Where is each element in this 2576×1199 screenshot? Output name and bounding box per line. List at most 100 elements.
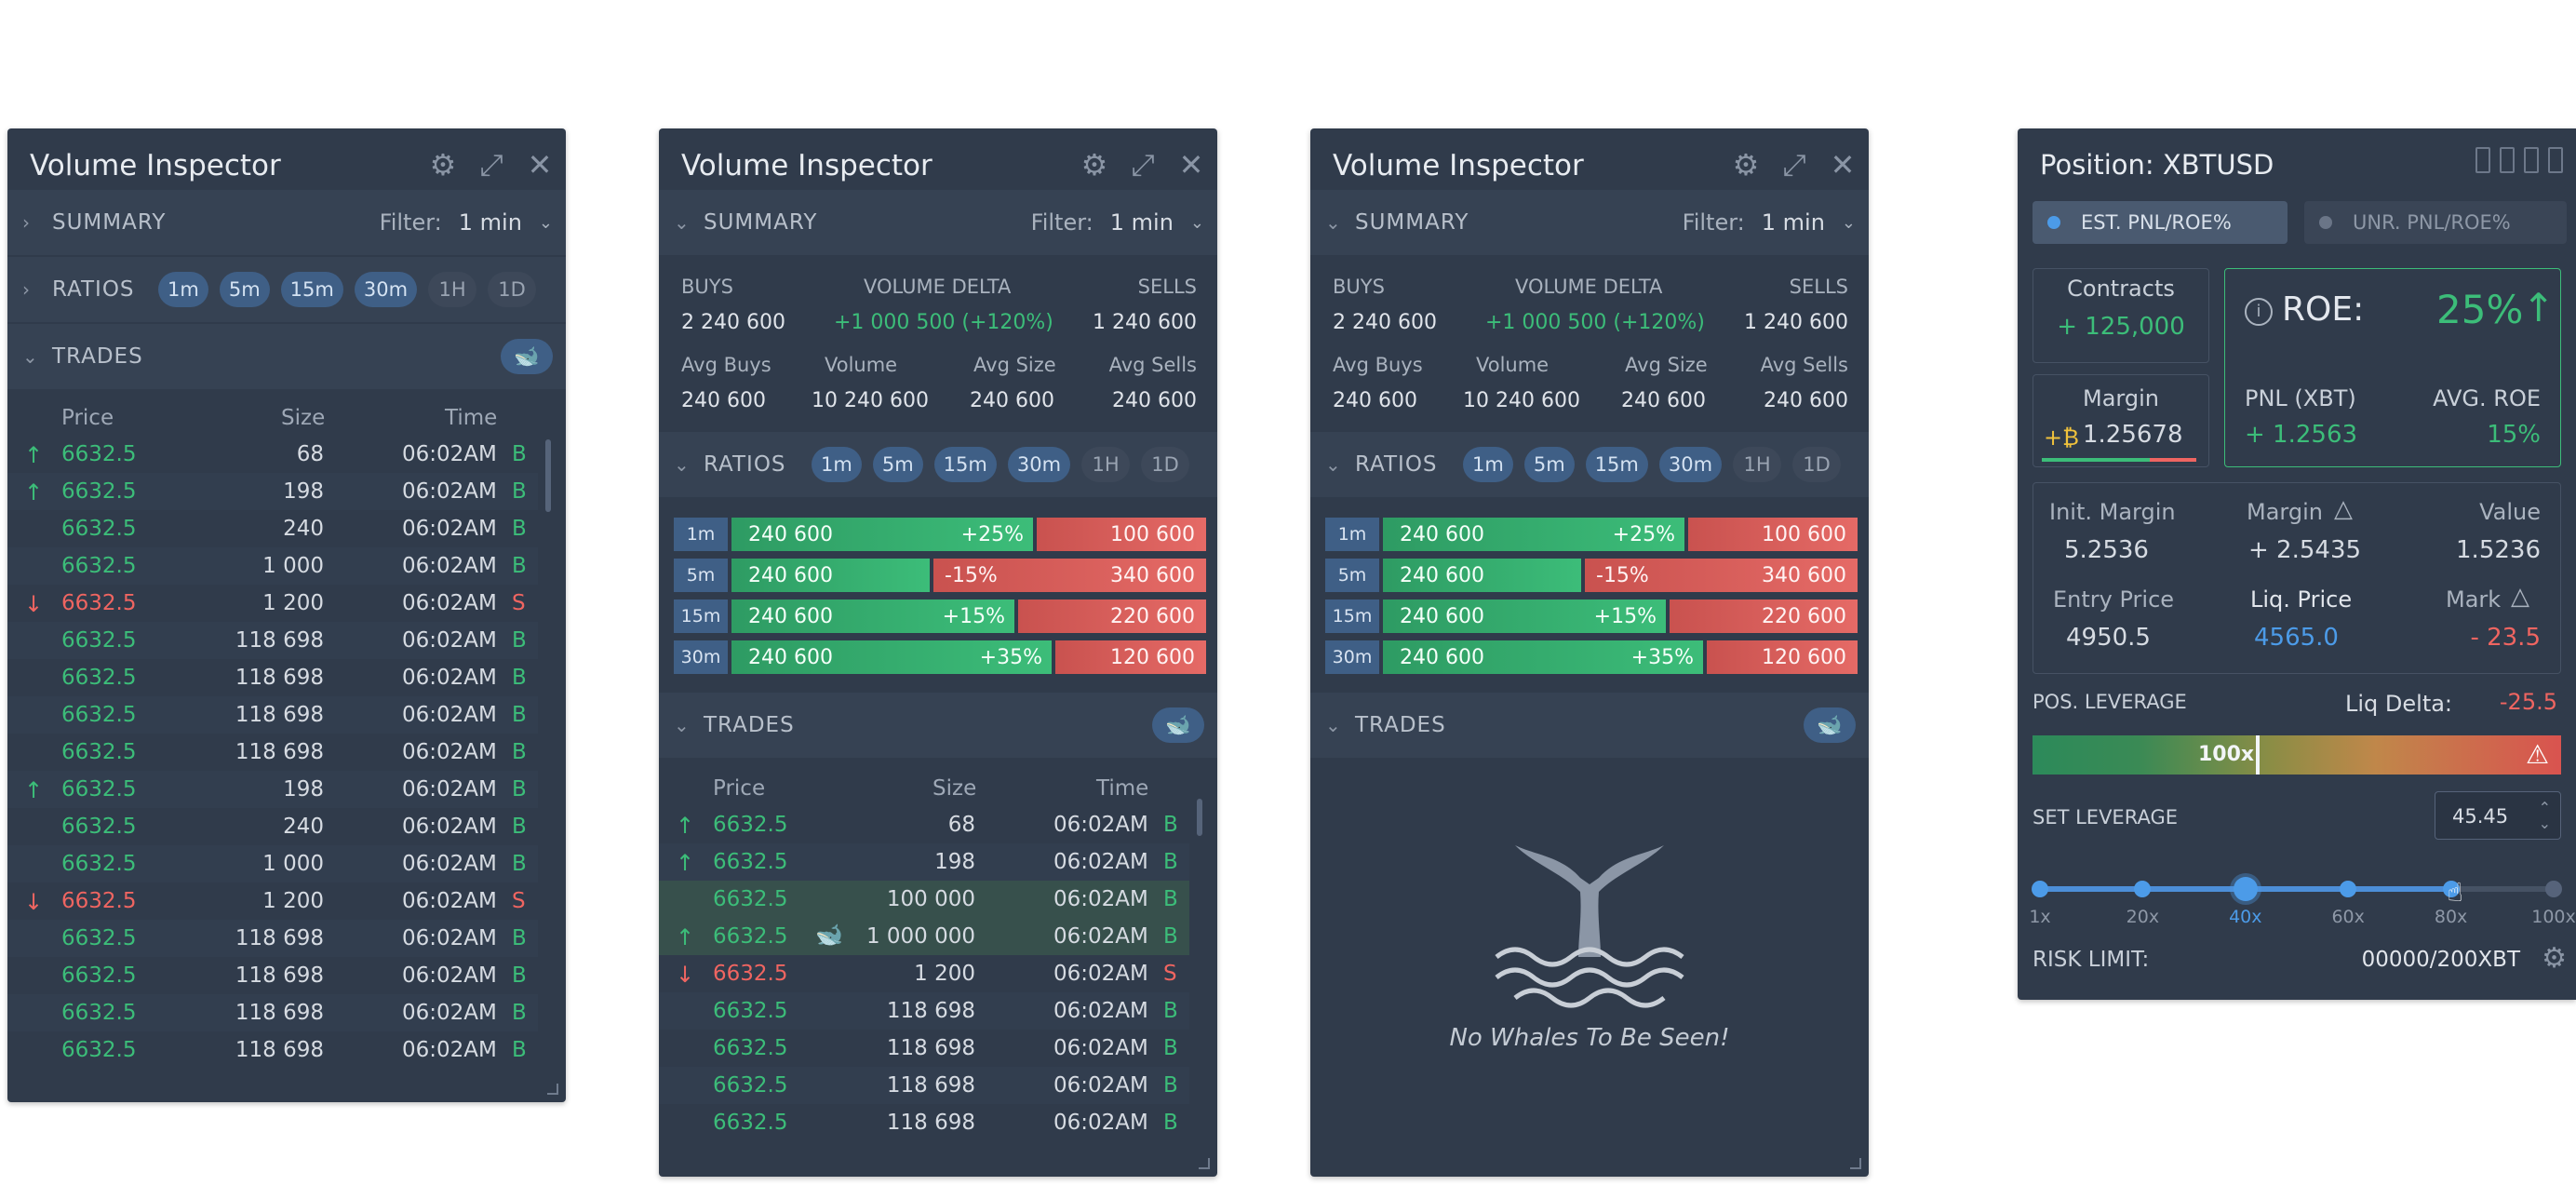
trade-time: 06:02AM (402, 666, 497, 690)
gear-icon[interactable]: ⚙ (1080, 147, 1108, 182)
slider-stop[interactable] (2545, 881, 2562, 897)
table-row[interactable]: 6632.5 118 698 06:02AM B (659, 1067, 1189, 1104)
pill-30m[interactable]: 30m (1658, 447, 1723, 482)
trade-price: 6632.5 (61, 703, 137, 727)
close-icon[interactable]: ✕ (1830, 147, 1856, 182)
scrollbar[interactable] (1197, 799, 1202, 836)
table-row[interactable]: 6632.5 1 000 06:02AM B (7, 845, 538, 882)
trade-time: 06:02AM (1053, 1073, 1148, 1098)
slider-stop[interactable] (2134, 881, 2152, 897)
slider-stop[interactable] (2340, 881, 2357, 897)
filter-dropdown[interactable]: Filter: 1 min ⌄ (1683, 190, 1856, 255)
table-row[interactable]: ↑ 6632.5 68 06:02AM B (659, 806, 1189, 843)
filter-dropdown[interactable]: Filter: 1 min ⌄ (1031, 190, 1204, 255)
slider-tick-label: 80x (2434, 907, 2468, 927)
trades-section-header[interactable]: ⌄ TRADES 🐋 (659, 693, 1217, 758)
summary-section-header[interactable]: ⌄ SUMMARY Filter: 1 min ⌄ (1310, 190, 1869, 255)
whale-filter-button[interactable]: 🐋 (1152, 707, 1204, 743)
summary-section-header[interactable]: ⌄ SUMMARY Filter: 1 min ⌄ (659, 190, 1217, 255)
table-row[interactable]: 6632.5 118 698 06:02AM B (659, 992, 1189, 1030)
gear-icon[interactable]: ⚙ (429, 147, 457, 182)
summary-section-header[interactable]: › SUMMARY Filter: 1 min ⌄ (7, 190, 566, 255)
pill-15m[interactable]: 15m (1585, 447, 1648, 482)
filter-dropdown[interactable]: Filter: 1 min ⌄ (380, 190, 553, 255)
layout-icon[interactable] (2548, 147, 2563, 173)
pill-1h[interactable]: 1H (1081, 447, 1131, 482)
resize-handle[interactable] (547, 1084, 558, 1095)
scrollbar[interactable] (545, 439, 551, 512)
table-row[interactable]: ↑ 6632.5 198 06:02AM B (7, 473, 538, 510)
table-row[interactable]: ↓ 6632.5 1 200 06:02AM S (7, 585, 538, 622)
whale-filter-button[interactable]: 🐋 (501, 339, 553, 374)
pill-5m[interactable]: 5m (872, 447, 923, 482)
pill-5m[interactable]: 5m (1523, 447, 1575, 482)
table-row[interactable]: 6632.5 100 000 06:02AM B (659, 881, 1189, 918)
expand-icon[interactable]: ⤢ (1782, 147, 1806, 182)
table-row[interactable]: ↓ 6632.5 1 200 06:02AM S (7, 882, 538, 920)
table-row[interactable]: ↑ 6632.5 198 06:02AM B (659, 843, 1189, 881)
table-row[interactable]: 6632.5 118 698 06:02AM B (7, 659, 538, 696)
pill-1m[interactable]: 1m (158, 272, 208, 307)
close-icon[interactable]: ✕ (1178, 147, 1204, 182)
pill-1d[interactable]: 1D (1141, 447, 1190, 482)
arrow-down-icon: ↓ (24, 591, 44, 617)
tab-unr-pnl[interactable]: UNR. PNL/ROE% (2304, 201, 2567, 244)
table-row[interactable]: 6632.5 240 06:02AM B (7, 808, 538, 845)
table-row[interactable]: 6632.5 118 698 06:02AM B (7, 696, 538, 734)
table-row[interactable]: ↑ 6632.5 🐋 1 000 000 06:02AM B (659, 918, 1189, 955)
pill-1h[interactable]: 1H (1733, 447, 1782, 482)
stepper-icon[interactable]: ⌃ ⌄ (2538, 799, 2551, 832)
table-row[interactable]: 6632.5 118 698 06:02AM B (7, 920, 538, 957)
pill-30m[interactable]: 30m (354, 272, 418, 307)
layout-icon[interactable] (2475, 147, 2490, 173)
trade-price: 6632.5 (713, 850, 788, 874)
chevron-down-icon: ⌄ (1841, 212, 1856, 233)
table-row[interactable]: 6632.5 118 698 06:02AM B (659, 1104, 1189, 1141)
pill-1d[interactable]: 1D (1792, 447, 1842, 482)
slider-stop[interactable] (2442, 881, 2460, 897)
whale-filter-button[interactable]: 🐋 (1804, 707, 1856, 743)
gear-icon[interactable]: ⚙ (2542, 942, 2567, 975)
trades-section-header[interactable]: ⌄ TRADES 🐋 (7, 324, 566, 389)
slider-stop[interactable] (2233, 877, 2258, 901)
table-row[interactable]: 6632.5 118 698 06:02AM B (659, 1030, 1189, 1067)
pill-5m[interactable]: 5m (219, 272, 270, 307)
ratios-section-header[interactable]: ⌄ RATIOS 1m 5m 15m 30m 1H 1D (1310, 432, 1869, 497)
ratio-percent: -15% (945, 563, 998, 587)
ratios-section-header[interactable]: ⌄ RATIOS 1m 5m 15m 30m 1H 1D (659, 432, 1217, 497)
resize-handle[interactable] (1850, 1158, 1861, 1169)
leverage-slider[interactable]: 1x 20x 40x 60x 80x 100x ☝ (2029, 873, 2576, 929)
table-row[interactable]: 6632.5 1 000 06:02AM B (7, 547, 538, 585)
pill-1d[interactable]: 1D (488, 272, 537, 307)
arrow-up-icon: ↑ (2522, 285, 2556, 330)
expand-icon[interactable]: ⤢ (1131, 147, 1155, 182)
table-row[interactable]: ↓ 6632.5 1 200 06:02AM S (659, 955, 1189, 992)
pill-15m[interactable]: 15m (280, 272, 343, 307)
table-row[interactable]: 6632.5 118 698 06:02AM B (7, 957, 538, 994)
resize-handle[interactable] (1199, 1158, 1210, 1169)
trades-section-header[interactable]: ⌄ TRADES 🐋 (1310, 693, 1869, 758)
pill-15m[interactable]: 15m (933, 447, 997, 482)
table-row[interactable]: ↑ 6632.5 198 06:02AM B (7, 771, 538, 808)
pill-1m[interactable]: 1m (1463, 447, 1513, 482)
table-row[interactable]: 6632.5 118 698 06:02AM B (7, 622, 538, 659)
ratios-section-header[interactable]: › RATIOS 1m 5m 15m 30m 1H 1D (7, 257, 566, 322)
gear-icon[interactable]: ⚙ (1732, 147, 1760, 182)
table-row[interactable]: ↑ 6632.5 68 06:02AM B (7, 436, 538, 473)
table-row[interactable]: 6632.5 118 698 06:02AM B (7, 734, 538, 771)
expand-icon[interactable]: ⤢ (479, 147, 503, 182)
set-leverage-input[interactable]: 45.45 ⌃ ⌄ (2435, 791, 2561, 840)
table-row[interactable]: 6632.5 240 06:02AM B (7, 510, 538, 547)
tab-est-pnl[interactable]: EST. PNL/ROE% (2033, 201, 2288, 244)
close-icon[interactable]: ✕ (527, 147, 553, 182)
table-row[interactable]: 6632.5 118 698 06:02AM B (7, 1031, 538, 1069)
sell-volume: 220 600 (1110, 604, 1195, 628)
pill-1m[interactable]: 1m (812, 447, 862, 482)
pill-30m[interactable]: 30m (1007, 447, 1071, 482)
slider-stop[interactable] (2032, 881, 2048, 897)
pill-1h[interactable]: 1H (428, 272, 477, 307)
layout-icon[interactable] (2524, 147, 2539, 173)
layout-icon[interactable] (2500, 147, 2515, 173)
info-icon[interactable]: i (2245, 298, 2273, 326)
table-row[interactable]: 6632.5 118 698 06:02AM B (7, 994, 538, 1031)
